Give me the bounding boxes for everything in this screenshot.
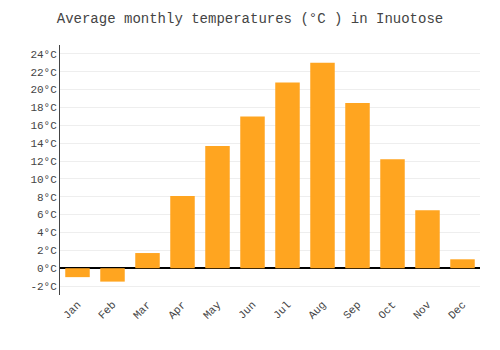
- svg-text:22°C: 22°C: [30, 67, 57, 79]
- svg-text:May: May: [201, 299, 224, 322]
- svg-text:Dec: Dec: [446, 299, 468, 321]
- svg-text:Jan: Jan: [61, 299, 83, 321]
- svg-text:4°C: 4°C: [37, 227, 57, 239]
- svg-text:Mar: Mar: [131, 299, 153, 321]
- svg-text:0°C: 0°C: [37, 263, 57, 275]
- svg-text:12°C: 12°C: [30, 156, 57, 168]
- svg-text:8°C: 8°C: [37, 192, 57, 204]
- svg-text:-2°C: -2°C: [30, 281, 57, 293]
- svg-text:16°C: 16°C: [30, 120, 57, 132]
- svg-text:Oct: Oct: [376, 299, 398, 321]
- svg-text:Nov: Nov: [411, 299, 434, 322]
- svg-text:Feb: Feb: [96, 299, 118, 321]
- svg-text:6°C: 6°C: [37, 209, 57, 221]
- svg-text:Jun: Jun: [236, 299, 258, 321]
- svg-text:Jul: Jul: [271, 299, 293, 321]
- svg-text:10°C: 10°C: [30, 174, 57, 186]
- svg-text:2°C: 2°C: [37, 245, 57, 257]
- svg-text:Apr: Apr: [166, 299, 188, 321]
- svg-text:Average monthly temperatures (: Average monthly temperatures (°C ) in In…: [57, 11, 443, 27]
- svg-text:20°C: 20°C: [30, 84, 57, 96]
- svg-text:14°C: 14°C: [30, 138, 57, 150]
- svg-text:Sep: Sep: [341, 299, 363, 321]
- svg-text:Aug: Aug: [306, 299, 328, 321]
- svg-text:18°C: 18°C: [30, 102, 57, 114]
- svg-text:24°C: 24°C: [30, 49, 57, 61]
